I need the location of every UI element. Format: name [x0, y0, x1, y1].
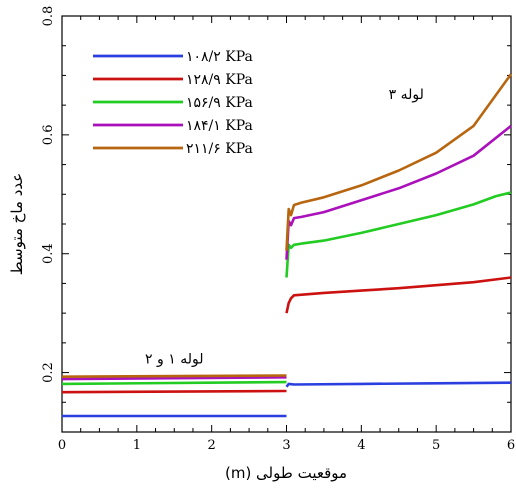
legend: ۱۰۸/۲ KPa ۱۲۸/۹ KPa ۱۵۶/۹ KPa ۱۸۴/۱ KPa ۲۱۱/… [93, 49, 253, 157]
legend-label-4: ۲۱۱/۶ KPa [186, 141, 253, 157]
annotation-0: لوله ۳ [389, 87, 424, 103]
series-1-line-0 [61, 389, 287, 394]
series-0-line-1 [285, 381, 512, 388]
y-tick-label-1: 0.4 [41, 243, 56, 264]
y-axis-title: عدد ماخ متوسط [8, 173, 26, 275]
x-tick-label-6: 6 [507, 438, 515, 453]
legend-label-1: ۱۲۸/۹ KPa [186, 72, 253, 88]
series-2-line-0 [61, 380, 287, 386]
x-tick-label-4: 4 [357, 438, 365, 453]
series-3-line-0 [61, 376, 287, 381]
x-tick-label-3: 3 [282, 438, 290, 453]
annotation-1: لوله ۱ و ۲ [145, 352, 203, 368]
axis-ticks: 0 1 2 3 4 5 6 0.2 0.4 0.6 0.8 [41, 6, 515, 453]
series-4-line-0 [61, 374, 287, 378]
y-tick-label-3: 0.8 [41, 6, 56, 27]
y-tick-label-0: 0.2 [41, 362, 56, 383]
y-tick-label-2: 0.6 [41, 125, 56, 146]
series-layer [61, 73, 513, 418]
series-2-line-1 [285, 191, 512, 278]
x-tick-label-1: 1 [133, 438, 141, 453]
legend-label-0: ۱۰۸/۲ KPa [186, 49, 253, 65]
legend-label-3: ۱۸۴/۱ KPa [186, 118, 253, 134]
x-tick-label-5: 5 [432, 438, 440, 453]
x-tick-label-0: 0 [58, 438, 66, 453]
x-tick-label-2: 2 [208, 438, 216, 453]
series-4-line-1 [285, 73, 513, 251]
series-1-line-1 [285, 276, 512, 314]
annotations: لوله ۳ لوله ۱ و ۲ [145, 87, 424, 367]
x-axis-title: موقعیت طولی (m) [225, 464, 347, 482]
legend-label-2: ۱۵۶/۹ KPa [186, 95, 253, 111]
series-3-line-1 [285, 124, 512, 260]
